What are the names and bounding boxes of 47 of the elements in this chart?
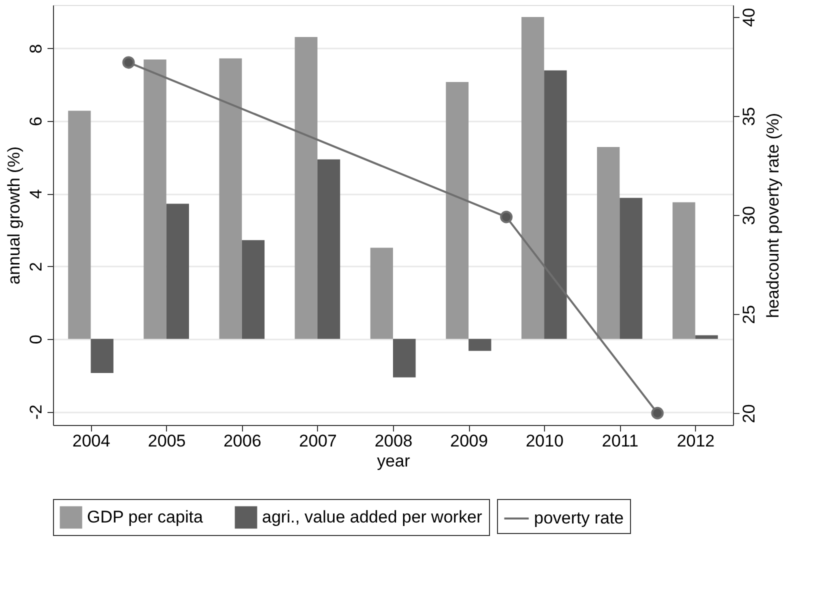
bar	[90, 338, 114, 374]
y2-tick-label: 30	[740, 206, 758, 225]
x-tick-label: 2005	[148, 432, 186, 450]
bar	[370, 248, 393, 339]
y2-tick-label: 25	[740, 305, 758, 324]
x-tick-label: 2006	[223, 432, 262, 450]
y-tick-label: 6	[26, 116, 46, 126]
x-axis-title: year	[376, 452, 410, 470]
bar	[620, 198, 642, 339]
bar	[144, 60, 166, 339]
y2-tick-label: 20	[740, 404, 758, 424]
bar	[317, 159, 340, 339]
y2-axis-title: headcount poverty rate (%)	[764, 112, 782, 318]
bar	[695, 335, 718, 339]
legend-label: agri., value added per worker	[262, 507, 483, 526]
bar	[521, 16, 544, 339]
x-tick-label: 2008	[374, 432, 412, 450]
x-tick-label: 2011	[602, 432, 638, 450]
y-tick-label: 8	[26, 44, 46, 54]
bar	[68, 110, 91, 339]
bar	[544, 70, 567, 339]
x-tick-label: 2010	[526, 432, 564, 450]
bar	[294, 36, 318, 339]
point	[500, 210, 513, 224]
x-tick-label: 2012	[676, 432, 715, 450]
bar	[219, 58, 242, 339]
y-tick-label: -2	[26, 404, 46, 420]
y2-tick-label: 35	[740, 106, 758, 126]
bar	[166, 204, 189, 339]
bar	[597, 147, 620, 339]
y-tick-label: 2	[26, 262, 46, 272]
legend-label: GDP per capita	[87, 507, 204, 526]
point	[651, 406, 664, 420]
y2-tick-label: 40	[740, 8, 758, 27]
bar	[393, 338, 416, 378]
y-axis-title: annual growth (%)	[4, 146, 24, 284]
x-tick-label: 2007	[299, 432, 337, 450]
point	[122, 56, 135, 69]
bar	[446, 82, 469, 339]
y-tick-label: 0	[26, 334, 46, 344]
y-tick-label: 4	[26, 189, 46, 199]
bar	[468, 338, 492, 351]
bar	[672, 202, 696, 339]
x-tick-label: 2009	[450, 432, 488, 450]
x-tick-label: 2004	[72, 432, 110, 450]
bar	[242, 240, 265, 339]
legend-label: poverty rate	[534, 508, 624, 528]
